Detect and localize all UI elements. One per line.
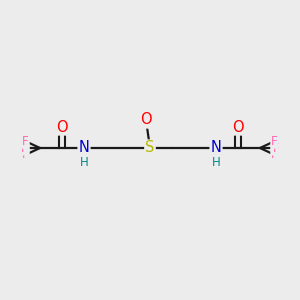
Text: F: F <box>273 142 279 154</box>
Text: N: N <box>79 140 89 155</box>
Text: H: H <box>212 155 220 169</box>
Text: F: F <box>22 135 29 148</box>
Text: F: F <box>271 148 278 161</box>
Text: O: O <box>232 119 244 134</box>
Text: S: S <box>145 140 155 155</box>
Text: F: F <box>21 142 27 154</box>
Text: O: O <box>56 119 68 134</box>
Text: F: F <box>271 135 278 148</box>
Text: N: N <box>211 140 221 155</box>
Text: H: H <box>80 155 88 169</box>
Text: O: O <box>140 112 152 128</box>
Text: F: F <box>22 148 29 161</box>
